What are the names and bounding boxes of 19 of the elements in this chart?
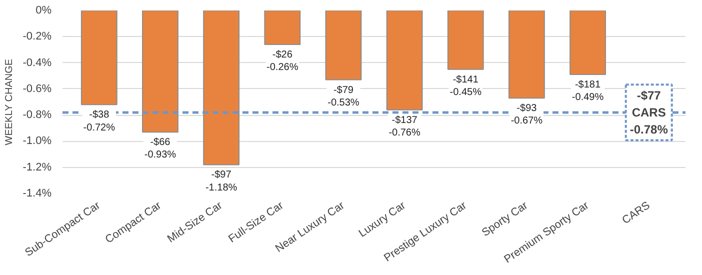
y-tick-label: -0.4% <box>22 56 52 69</box>
data-label: -$26 -0.26% <box>266 49 298 74</box>
data-label: -$38 -0.72% <box>83 110 116 134</box>
y-tick-label: -0.8% <box>22 109 52 122</box>
y-tick-label: -1.2% <box>22 161 52 174</box>
data-label: -$79 -0.53% <box>328 84 360 108</box>
y-tick-label: -0.2% <box>22 30 52 43</box>
y-tick-label: -1.0% <box>22 135 52 148</box>
y-axis-title: WEEKLY CHANGE <box>4 58 15 146</box>
y-tick-label: -1.4% <box>22 188 52 200</box>
data-label: -$66 -0.93% <box>144 137 176 161</box>
data-label: -$141 -0.45% <box>450 74 482 98</box>
y-tick-label: -0.6% <box>22 82 52 95</box>
ref-line-label: -$77 CARS -0.78% <box>630 88 668 136</box>
y-tick-label: 0% <box>36 4 52 16</box>
data-label: -$97 -1.18% <box>205 170 238 194</box>
data-label: -$181 -0.49% <box>572 80 604 104</box>
data-label: -$93 -0.67% <box>510 103 543 127</box>
data-label: -$137 -0.76% <box>388 114 420 138</box>
